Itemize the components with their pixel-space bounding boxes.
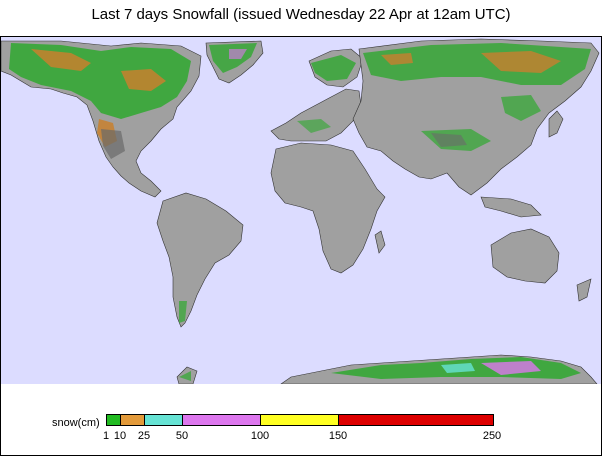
legend-segment bbox=[183, 415, 261, 425]
continent-south-america bbox=[156, 192, 244, 328]
continent-africa bbox=[270, 142, 386, 274]
legend-segment bbox=[107, 415, 121, 425]
greenland bbox=[205, 40, 264, 84]
legend-segment bbox=[339, 415, 493, 425]
world-map bbox=[0, 36, 602, 385]
legend-label: snow(cm) bbox=[52, 417, 100, 429]
legend-tick-label: 250 bbox=[482, 430, 502, 442]
continent-asia bbox=[352, 38, 600, 218]
continent-europe bbox=[270, 48, 364, 142]
legend-tick-label: 100 bbox=[250, 430, 270, 442]
legend-segment bbox=[121, 415, 145, 425]
continent-antarctica bbox=[176, 354, 598, 384]
legend-tick-label: 1 bbox=[102, 430, 110, 442]
legend-tick-label: 50 bbox=[175, 430, 189, 442]
legend-segment bbox=[145, 415, 183, 425]
map-title: Last 7 days Snowfall (issued Wednesday 2… bbox=[91, 6, 511, 23]
legend-tick-label: 10 bbox=[113, 430, 127, 442]
legend-tick-label: 150 bbox=[328, 430, 348, 442]
continent-north-america bbox=[1, 40, 202, 198]
legend-segment bbox=[261, 415, 339, 425]
legend-tick-label: 25 bbox=[137, 430, 151, 442]
legend-colorbar bbox=[106, 414, 494, 426]
continent-australia bbox=[490, 228, 592, 302]
